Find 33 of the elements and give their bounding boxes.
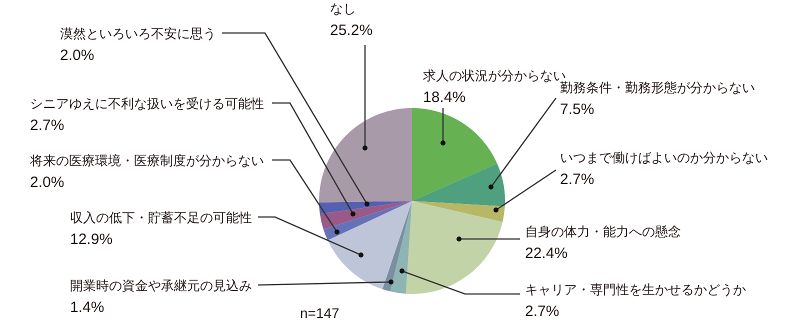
pie-slice	[412, 164, 505, 206]
pie-slice	[406, 201, 503, 294]
slice-label: 収入の低下・貯蓄不足の可能性	[70, 210, 252, 225]
pie-slice	[382, 201, 412, 292]
data-label: 2.7%	[560, 171, 594, 188]
data-label: 12.9%	[70, 231, 113, 248]
pie-slice	[412, 108, 498, 201]
slice-label: 自身の体力・能力への懸念	[525, 224, 681, 239]
data-label: 1.4%	[70, 299, 104, 316]
pie-slice	[412, 201, 505, 222]
data-label: 22.4%	[525, 245, 568, 262]
data-label: 2.7%	[525, 303, 560, 320]
data-label: 2.0%	[30, 174, 64, 191]
slice-label: 漠然といろいろ不安に思う	[60, 26, 216, 41]
pie-slice	[390, 201, 412, 294]
pie-slice	[319, 201, 412, 214]
slice-label: キャリア・専門性を生かせるかどうか	[525, 282, 746, 297]
pie-slice	[328, 201, 412, 290]
data-label: 2.0%	[60, 47, 94, 64]
data-label: 18.4%	[423, 89, 466, 106]
pie-slice	[323, 201, 412, 240]
slice-label: 将来の医療環境・医療制度が分からない	[29, 153, 264, 168]
slice-label: シニアゆえに不利な扱いを受ける可能性	[30, 96, 264, 111]
data-label: 25.2%	[330, 22, 373, 39]
slice-label: なし	[330, 1, 356, 16]
text: n=147	[300, 305, 340, 321]
slice-label: いつまで働けばよいのか分からない	[560, 150, 768, 165]
pie-slice	[319, 108, 412, 202]
slice-label: 勤務条件・勤務形態が分からない	[560, 80, 755, 95]
pie-slice	[320, 201, 412, 230]
data-label: 7.5%	[560, 101, 594, 118]
data-label: 2.7%	[30, 117, 64, 134]
slice-label: 開業時の資金や承継元の見込み	[70, 278, 252, 293]
